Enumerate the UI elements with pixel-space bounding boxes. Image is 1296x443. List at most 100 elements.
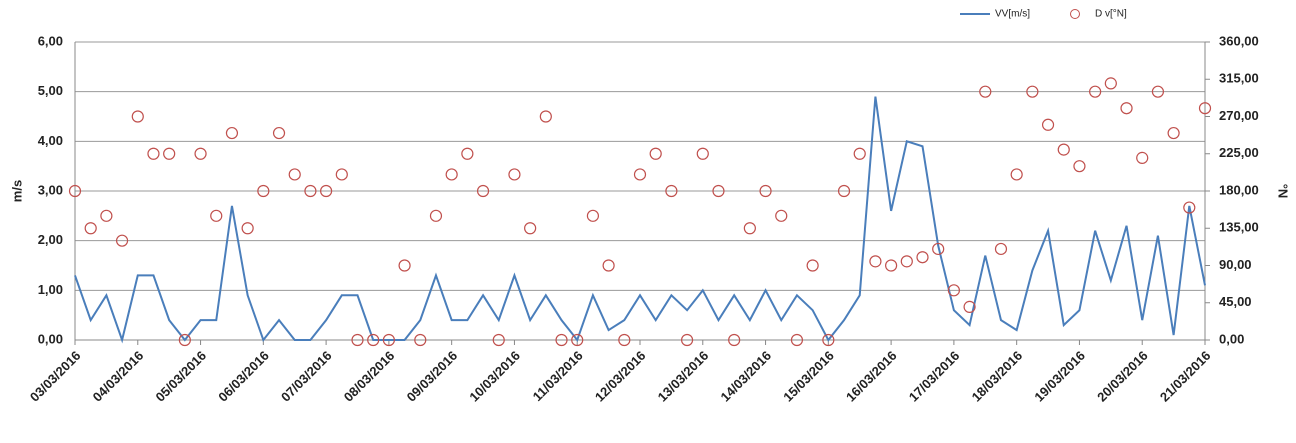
scatter-point	[790, 333, 804, 347]
x-tick-label: 04/03/2016	[90, 348, 147, 405]
y-tick-label: 2,00	[38, 232, 63, 247]
x-tick-label: 15/03/2016	[780, 348, 837, 405]
y2-tick-label: 90,00	[1219, 257, 1252, 272]
scatter-point	[1041, 118, 1055, 131]
scatter-point	[194, 147, 207, 160]
scatter-point	[1183, 201, 1196, 214]
scatter-point	[1010, 168, 1023, 181]
scatter-point	[225, 126, 239, 140]
y-axis-title: m/s	[9, 180, 24, 202]
scatter-point	[633, 168, 647, 181]
scatter-point	[665, 184, 678, 198]
scatter-point	[210, 209, 223, 222]
legend-label: D v[°N]	[1095, 9, 1127, 20]
scatter-point	[320, 184, 333, 198]
y2-tick-label: 0,00	[1219, 331, 1244, 346]
scatter-point	[728, 333, 741, 347]
scatter-point	[445, 168, 458, 181]
x-tick-label: 05/03/2016	[152, 348, 209, 405]
scatter-point	[618, 333, 631, 347]
x-tick-label: 09/03/2016	[404, 348, 461, 405]
scatter-point	[476, 184, 490, 198]
scatter-point	[257, 184, 270, 198]
scatter-point	[932, 242, 945, 256]
scatter-point	[649, 147, 662, 160]
scatter-point	[351, 333, 364, 347]
scatter-point	[963, 300, 976, 313]
y2-tick-label: 270,00	[1219, 108, 1259, 123]
scatter-point	[100, 209, 113, 222]
y2-tick-label: 315,00	[1219, 71, 1259, 86]
scatter-point	[335, 168, 348, 181]
x-tick-label: 08/03/2016	[341, 348, 398, 405]
scatter-point	[806, 259, 819, 272]
y2-tick-label: 45,00	[1219, 294, 1252, 309]
y-tick-label: 3,00	[38, 182, 63, 197]
scatter-point	[382, 333, 395, 347]
scatter-point	[241, 222, 254, 235]
scatter-point	[1167, 126, 1180, 140]
x-tick-label: 19/03/2016	[1031, 348, 1088, 405]
scatter-point	[571, 333, 584, 347]
y-tick-label: 5,00	[38, 83, 63, 98]
scatter-point	[900, 255, 913, 268]
scatter-point	[1026, 85, 1039, 98]
line-series	[74, 96, 1206, 344]
y2-tick-label: 135,00	[1219, 220, 1259, 235]
scatter-point	[712, 184, 725, 198]
x-tick-label: 18/03/2016	[969, 348, 1026, 405]
y2-axis-title: °N	[1276, 184, 1291, 199]
y2-tick-label: 180,00	[1219, 182, 1259, 197]
scatter-point	[602, 259, 615, 272]
x-tick-label: 07/03/2016	[278, 348, 335, 405]
scatter-point	[916, 251, 929, 264]
x-tick-label: 16/03/2016	[843, 348, 900, 405]
scatter-point	[163, 147, 176, 160]
x-tick-label: 13/03/2016	[655, 348, 712, 405]
y-tick-label: 4,00	[38, 133, 63, 148]
scatter-point	[304, 184, 317, 198]
scatter-point	[429, 209, 443, 222]
scatter-point	[775, 209, 788, 222]
scatter-point	[994, 242, 1008, 256]
scatter-point	[414, 333, 427, 347]
x-tick-label: 03/03/2016	[27, 348, 84, 405]
scatter-point	[696, 147, 709, 160]
x-tick-label: 10/03/2016	[466, 348, 523, 405]
scatter-point	[1073, 160, 1086, 173]
scatter-point	[822, 333, 835, 347]
scatter-point	[461, 147, 474, 160]
scatter-point	[115, 234, 129, 247]
y2-tick-label: 360,00	[1219, 33, 1259, 48]
x-tick-label: 11/03/2016	[530, 348, 586, 404]
scatter-point	[743, 222, 756, 235]
scatter-point	[680, 333, 694, 347]
x-tick-label: 17/03/2016	[906, 348, 963, 405]
y-tick-label: 1,00	[38, 282, 63, 297]
scatter-point	[1089, 85, 1102, 98]
y2-tick-label: 225,00	[1219, 145, 1259, 160]
scatter-point	[555, 333, 568, 347]
scatter-point	[398, 259, 411, 272]
scatter-point	[1104, 77, 1117, 90]
x-tick-label: 12/03/2016	[592, 348, 649, 405]
legend-label: VV[m/s]	[995, 9, 1030, 20]
scatter-point	[84, 222, 97, 235]
x-tick-label: 14/03/2016	[717, 348, 774, 405]
scatter-point	[837, 184, 851, 198]
scatter-point	[1057, 143, 1070, 156]
scatter-point	[288, 168, 301, 181]
scatter-point	[979, 85, 992, 98]
scatter-point	[524, 222, 537, 235]
x-tick-label: 21/03/2016	[1157, 348, 1214, 405]
scatter-point	[131, 110, 144, 123]
scatter-point	[178, 333, 191, 347]
x-tick-label: 20/03/2016	[1094, 348, 1151, 405]
x-tick-label: 06/03/2016	[215, 348, 272, 405]
scatter-point	[492, 333, 505, 347]
scatter-point	[1136, 151, 1149, 164]
scatter-point	[508, 168, 521, 181]
y-tick-label: 0,00	[38, 331, 63, 346]
legend-swatch	[1070, 9, 1080, 19]
